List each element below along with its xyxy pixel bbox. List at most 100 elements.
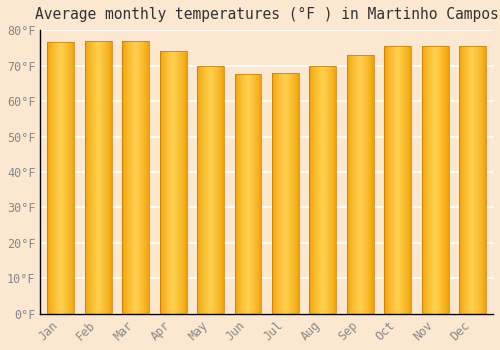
Bar bbox=[474, 46, 475, 314]
Bar bbox=[252, 75, 254, 314]
Bar bbox=[204, 65, 205, 314]
Bar bbox=[325, 65, 326, 314]
Bar bbox=[165, 51, 166, 314]
Bar bbox=[211, 65, 212, 314]
Bar bbox=[328, 65, 329, 314]
Bar bbox=[327, 65, 328, 314]
Bar bbox=[386, 46, 387, 314]
Bar bbox=[423, 46, 424, 314]
Bar bbox=[354, 55, 355, 314]
Bar bbox=[441, 46, 442, 314]
Bar bbox=[108, 41, 109, 314]
Bar bbox=[393, 46, 394, 314]
Bar bbox=[427, 46, 428, 314]
Bar bbox=[424, 46, 425, 314]
Bar bbox=[98, 41, 99, 314]
Bar bbox=[295, 73, 296, 314]
Bar bbox=[168, 51, 169, 314]
Bar bbox=[372, 55, 373, 314]
Bar bbox=[429, 46, 430, 314]
Bar bbox=[405, 46, 406, 314]
Bar bbox=[470, 46, 471, 314]
Bar bbox=[397, 46, 398, 314]
Bar bbox=[239, 75, 240, 314]
Bar bbox=[248, 75, 250, 314]
Bar bbox=[367, 55, 368, 314]
Bar bbox=[394, 46, 395, 314]
Bar bbox=[177, 51, 178, 314]
Bar bbox=[163, 51, 164, 314]
Bar bbox=[147, 41, 148, 314]
Bar bbox=[471, 46, 472, 314]
Bar bbox=[260, 75, 261, 314]
Bar bbox=[93, 41, 94, 314]
Bar bbox=[104, 41, 105, 314]
Bar bbox=[469, 46, 470, 314]
Bar bbox=[459, 46, 486, 314]
Bar bbox=[57, 42, 58, 314]
Bar bbox=[475, 46, 476, 314]
Bar bbox=[203, 65, 204, 314]
Bar bbox=[144, 41, 145, 314]
Bar bbox=[403, 46, 404, 314]
Bar bbox=[384, 46, 385, 314]
Bar bbox=[326, 65, 327, 314]
Bar bbox=[368, 55, 369, 314]
Bar bbox=[246, 75, 248, 314]
Bar bbox=[130, 41, 131, 314]
Bar bbox=[63, 42, 64, 314]
Bar bbox=[434, 46, 435, 314]
Bar bbox=[384, 46, 411, 314]
Bar bbox=[109, 41, 110, 314]
Bar bbox=[58, 42, 59, 314]
Bar bbox=[388, 46, 389, 314]
Bar bbox=[183, 51, 184, 314]
Bar bbox=[167, 51, 168, 314]
Bar bbox=[70, 42, 71, 314]
Bar bbox=[422, 46, 448, 314]
Bar bbox=[310, 65, 312, 314]
Bar bbox=[140, 41, 141, 314]
Bar bbox=[323, 65, 324, 314]
Bar bbox=[90, 41, 91, 314]
Bar bbox=[476, 46, 477, 314]
Bar bbox=[280, 73, 281, 314]
Bar bbox=[184, 51, 186, 314]
Bar bbox=[107, 41, 108, 314]
Bar bbox=[335, 65, 336, 314]
Bar bbox=[171, 51, 172, 314]
Bar bbox=[179, 51, 180, 314]
Bar bbox=[446, 46, 447, 314]
Bar bbox=[479, 46, 480, 314]
Bar bbox=[355, 55, 356, 314]
Bar bbox=[94, 41, 95, 314]
Bar bbox=[468, 46, 469, 314]
Bar bbox=[401, 46, 402, 314]
Bar bbox=[141, 41, 142, 314]
Bar bbox=[164, 51, 165, 314]
Bar bbox=[282, 73, 284, 314]
Bar bbox=[92, 41, 93, 314]
Bar bbox=[348, 55, 349, 314]
Bar bbox=[103, 41, 104, 314]
Bar bbox=[399, 46, 400, 314]
Bar bbox=[296, 73, 297, 314]
Bar bbox=[392, 46, 393, 314]
Bar bbox=[105, 41, 106, 314]
Bar bbox=[142, 41, 143, 314]
Bar bbox=[261, 75, 262, 314]
Bar bbox=[207, 65, 208, 314]
Bar bbox=[432, 46, 433, 314]
Bar bbox=[99, 41, 100, 314]
Bar bbox=[95, 41, 96, 314]
Bar bbox=[242, 75, 244, 314]
Bar bbox=[463, 46, 464, 314]
Bar bbox=[127, 41, 128, 314]
Bar bbox=[366, 55, 367, 314]
Bar bbox=[181, 51, 182, 314]
Bar bbox=[139, 41, 140, 314]
Bar bbox=[310, 65, 336, 314]
Bar bbox=[123, 41, 124, 314]
Bar bbox=[284, 73, 286, 314]
Bar bbox=[64, 42, 65, 314]
